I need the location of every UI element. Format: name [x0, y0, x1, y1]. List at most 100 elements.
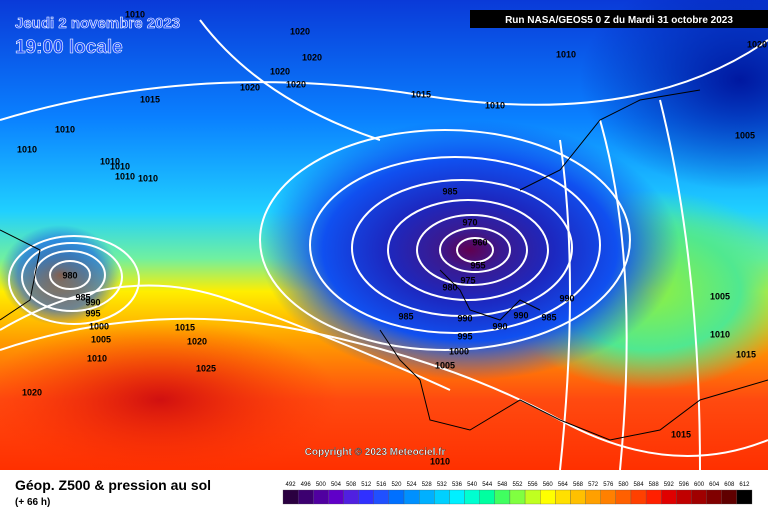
isobar-label: 1005 [91, 334, 111, 344]
isobar-label: 1010 [430, 456, 450, 466]
isobar-label: 1010 [556, 49, 576, 59]
legend-swatch [691, 489, 707, 505]
legend-label: 600 [694, 482, 705, 488]
legend-label: 604 [709, 482, 720, 488]
isobar-label: 1000 [449, 346, 469, 356]
legend-label: 532 [437, 482, 448, 488]
isobar-label: 1010 [710, 329, 730, 339]
legend-swatch [419, 489, 435, 505]
isobar-label: 995 [85, 308, 100, 318]
isobar-label: 995 [457, 331, 472, 341]
isobar-label: 1010 [100, 156, 120, 166]
legend-label: 544 [482, 482, 493, 488]
isobar-label: 1010 [138, 173, 158, 183]
legend-swatch [555, 489, 571, 505]
isobar-label: 1020 [270, 66, 290, 76]
run-banner [470, 10, 768, 28]
isobar-label: 1010 [115, 171, 135, 181]
legend-swatch [524, 489, 541, 505]
legend-swatch [464, 489, 480, 505]
legend-swatch [509, 489, 526, 505]
legend-label: 584 [634, 482, 645, 488]
legend-label: 556 [528, 482, 539, 488]
legend-swatch [706, 489, 722, 505]
legend-swatch [403, 489, 420, 505]
legend-swatch [570, 489, 586, 505]
isobar-label: 980 [442, 282, 457, 292]
isobar-label: 960 [472, 237, 487, 247]
legend-label: 512 [361, 482, 372, 488]
isobar-label: 1020 [187, 336, 207, 346]
isobar-label: 1005 [710, 291, 730, 301]
legend-swatch [434, 489, 450, 505]
red-region [0, 320, 340, 480]
isobar-label: 1020 [290, 26, 310, 36]
isobar-label: 985 [398, 311, 413, 321]
isobars [0, 19, 768, 471]
isobar-label: 1010 [87, 353, 107, 363]
legend-label: 552 [512, 482, 523, 488]
legend-label: 588 [649, 482, 660, 488]
legend-label: 504 [331, 482, 342, 488]
isobar-label: 990 [85, 297, 100, 307]
isobar-label: 985 [541, 312, 556, 322]
legend-label: 580 [618, 482, 629, 488]
legend-swatch [630, 489, 647, 505]
blue-region [580, 0, 768, 190]
legend-label: 572 [588, 482, 599, 488]
legend-label: 492 [286, 482, 297, 488]
date: Jeudi 2 novembre 2023 [15, 15, 180, 32]
isobar-label: 1015 [411, 89, 431, 99]
legend-label: 548 [497, 482, 508, 488]
color-scale: 492 496 500 504 508 512 516 520 524 528 532 536 540 5… [282, 482, 753, 505]
legend-label: 564 [558, 482, 569, 488]
isobar-label: 985 [75, 292, 90, 302]
legend-swatch [645, 489, 662, 505]
isobar-label: 1025 [196, 363, 216, 373]
isobar-label: 1010 [17, 144, 37, 154]
isobar-label: 985 [442, 186, 457, 196]
legend-label: 596 [679, 482, 690, 488]
isobar-label: 1010 [125, 9, 145, 19]
isobar-label: 990 [457, 313, 472, 323]
legend-swatch [479, 489, 495, 505]
legend-swatch [540, 489, 556, 505]
copyright: Copyright © 2023 Meteociel.fr [305, 447, 446, 458]
isobar-label: 1010 [485, 100, 505, 110]
legend-label: 520 [391, 482, 402, 488]
legend-label: 540 [467, 482, 478, 488]
legend-label: 612 [739, 482, 750, 488]
legend-swatch [328, 489, 344, 505]
isobar-label: 1005 [735, 130, 755, 140]
isobar-label: 1015 [671, 429, 691, 439]
legend-label: 516 [376, 482, 387, 488]
isobar-label: 1020 [240, 82, 260, 92]
isobar-label: 1015 [140, 94, 160, 104]
coastlines [0, 89, 768, 441]
legend-label: 528 [422, 482, 433, 488]
legend-label: 500 [316, 482, 327, 488]
isobar-label: 1020 [286, 79, 306, 89]
run-info: Run NASA/GEOS5 0 Z du Mardi 31 octobre 2… [505, 15, 733, 26]
legend-swatch [449, 489, 465, 505]
isobar-label: 1015 [736, 349, 756, 359]
footer-title: Géop. Z500 & pression au sol [15, 477, 211, 493]
legend-swatch [615, 489, 632, 505]
isobar-label: 1020 [22, 387, 42, 397]
legend-label: 576 [603, 482, 614, 488]
legend-swatch [736, 489, 753, 505]
legend-swatch [388, 489, 405, 505]
isobar-label: 990 [559, 293, 574, 303]
legend-label: 496 [301, 482, 312, 488]
isobar-label: 990 [492, 321, 507, 331]
isobar-label: 980 [62, 270, 77, 280]
isobar-label: 975 [460, 275, 475, 285]
isobar-label: 990 [513, 310, 528, 320]
isobar-label: 1005 [435, 360, 455, 370]
legend-label: 592 [664, 482, 675, 488]
isobar-label: 1000 [89, 321, 109, 331]
isobar-label: 1010 [110, 161, 130, 171]
isobar-label: 970 [462, 217, 477, 227]
